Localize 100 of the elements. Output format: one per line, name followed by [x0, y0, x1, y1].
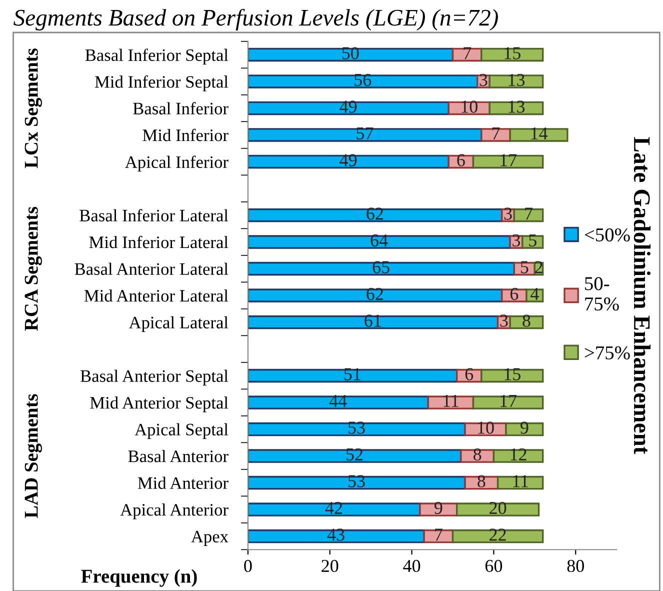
- data-label: 57: [356, 128, 374, 140]
- data-label: 3: [512, 234, 520, 247]
- y-tick-label: Mid Anterior Lateral: [84, 289, 228, 302]
- bar: [456, 502, 540, 516]
- bar: [248, 208, 503, 222]
- data-label: 4: [530, 288, 539, 300]
- y-tick-label: Basal Inferior Lateral: [80, 209, 228, 222]
- data-label: 13: [508, 100, 525, 113]
- data-label: 64: [370, 234, 388, 247]
- data-label: 8: [474, 448, 482, 461]
- bar: [452, 48, 482, 62]
- data-label: 7: [492, 128, 500, 140]
- text: LAD Segments: [24, 394, 42, 518]
- bar: [522, 235, 544, 249]
- data-label: 49: [340, 100, 357, 113]
- bar: [472, 396, 544, 410]
- bar: [248, 529, 425, 544]
- x-tick-label: 20: [322, 560, 338, 572]
- bar: [505, 422, 544, 436]
- data-label: 44: [329, 394, 347, 407]
- y-tick-label: Mid Inferior Septal: [94, 75, 228, 92]
- data-label: 7: [435, 528, 442, 541]
- data-label: 14: [531, 127, 548, 140]
- bar: [248, 154, 450, 169]
- data-label: 9: [434, 502, 442, 514]
- data-label: 5: [520, 261, 528, 274]
- data-label: 13: [508, 74, 525, 86]
- data-label: 8: [478, 475, 486, 488]
- x-tick-label: 60: [485, 560, 502, 572]
- y-tick-label: Mid Inferior: [142, 128, 228, 142]
- bar: [248, 315, 499, 330]
- data-label: 3: [500, 314, 508, 327]
- bar: [480, 48, 544, 62]
- data-label: 17: [500, 154, 517, 166]
- legend-label: 50-75%: [585, 277, 619, 311]
- text: LCx Segments: [24, 48, 42, 168]
- y-tick-label: Basal Inferior Septal: [85, 48, 228, 65]
- legend-label: >75%: [584, 346, 630, 360]
- bar: [248, 101, 450, 116]
- y-tick-label: Mid Anterior: [138, 476, 228, 489]
- data-label: 65: [372, 261, 390, 274]
- bar: [472, 154, 544, 169]
- bar: [509, 315, 544, 330]
- data-label: 10: [478, 422, 494, 434]
- bar: [248, 48, 454, 62]
- data-label: 11: [513, 475, 528, 488]
- data-label: 53: [348, 475, 365, 488]
- bar: [248, 476, 466, 490]
- y-tick-label: Apical Anterior: [120, 503, 228, 520]
- data-label: 61: [364, 314, 381, 327]
- data-label: 15: [504, 47, 520, 60]
- data-label: 56: [354, 74, 372, 86]
- bar: [248, 396, 430, 410]
- chart-title: Segments Based on Perfusion Levels (LGE) (n=72): [14, 8, 498, 31]
- data-label: 43: [327, 528, 344, 541]
- data-label: 6: [510, 288, 518, 300]
- bar: [509, 128, 568, 142]
- data-label: 11: [444, 394, 458, 407]
- data-label: 7: [525, 208, 533, 220]
- data-label: 17: [500, 394, 517, 407]
- data-label: 22: [490, 528, 506, 541]
- bar: [496, 476, 544, 490]
- bar: [513, 208, 544, 222]
- y-tick-label: Mid Anterior Septal: [90, 396, 228, 412]
- bar: [248, 502, 421, 516]
- y-tick-label: Basal Inferior: [133, 102, 228, 114]
- bar: [488, 74, 544, 88]
- data-label: 5: [529, 234, 536, 247]
- data-label: 6: [465, 368, 474, 380]
- bar: [248, 74, 478, 88]
- bar: [480, 368, 544, 383]
- data-label: 15: [504, 368, 520, 380]
- x-tick-label: 80: [567, 560, 584, 572]
- data-label: 62: [366, 208, 383, 220]
- data-label: 50: [342, 47, 359, 60]
- bar: [419, 502, 458, 516]
- data-label: 6: [457, 154, 465, 166]
- bar: [248, 368, 458, 383]
- data-label: 62: [366, 288, 383, 300]
- data-label: 8: [522, 314, 530, 327]
- legend-label: <50%: [584, 228, 630, 242]
- text: RCA Segments: [24, 206, 42, 331]
- y-tick-label: Apex: [191, 530, 228, 546]
- data-label: 12: [510, 448, 526, 460]
- bar: [488, 101, 544, 116]
- x-tick-label: 0: [244, 560, 252, 572]
- data-label: 52: [346, 448, 362, 461]
- data-label: 3: [480, 74, 488, 86]
- bar: [248, 235, 511, 249]
- data-label: 53: [348, 422, 365, 434]
- data-label: 10: [462, 100, 478, 113]
- x-axis-title: Frequency (n): [81, 569, 197, 587]
- bar: [248, 449, 462, 463]
- data-label: 42: [325, 502, 342, 514]
- legend-title: Late Gadolinium Enhancement: [634, 137, 650, 454]
- bar: [452, 529, 544, 544]
- bar: [526, 288, 544, 302]
- data-label: 49: [340, 154, 357, 166]
- y-tick-label: Mid Inferior Lateral: [89, 236, 228, 248]
- bar: [427, 396, 474, 410]
